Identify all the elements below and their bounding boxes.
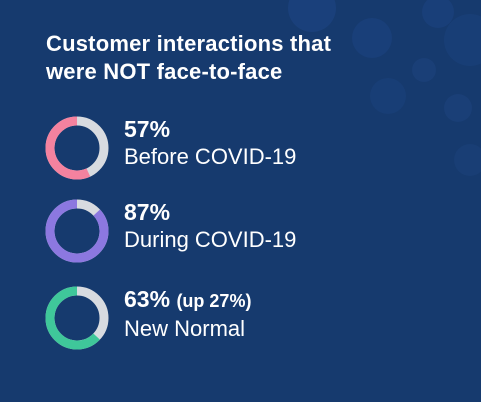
percentage-value: 87% <box>124 199 296 226</box>
change-note: (up 27%) <box>176 291 252 311</box>
category-label: New Normal <box>124 316 246 341</box>
title-line: were NOT face-to-face <box>46 59 283 84</box>
title-line: Customer interactions that <box>46 31 332 56</box>
donut-chart <box>45 116 109 180</box>
stat-row-new-normal: 63% (up 27%) New Normal <box>45 286 465 352</box>
percentage-value: 57% <box>124 116 296 143</box>
donut-chart <box>45 199 109 263</box>
category-label: Before COVID-19 <box>124 144 297 169</box>
stat-row-before: 57% Before COVID-19 <box>45 116 465 182</box>
donut-value-arc <box>45 116 109 180</box>
donut-chart <box>45 286 109 350</box>
donut-value-arc <box>45 286 109 350</box>
percentage-number: 87% <box>124 199 171 225</box>
stat-row-during: 87% During COVID-19 <box>45 199 465 265</box>
percentage-number: 57% <box>124 116 171 142</box>
chart-title: Customer interactions that were NOT face… <box>46 30 446 86</box>
donut-value-arc <box>45 199 109 263</box>
percentage-value: 63% (up 27%) <box>124 286 251 315</box>
percentage-number: 63% <box>124 286 171 312</box>
category-label: During COVID-19 <box>124 227 297 252</box>
